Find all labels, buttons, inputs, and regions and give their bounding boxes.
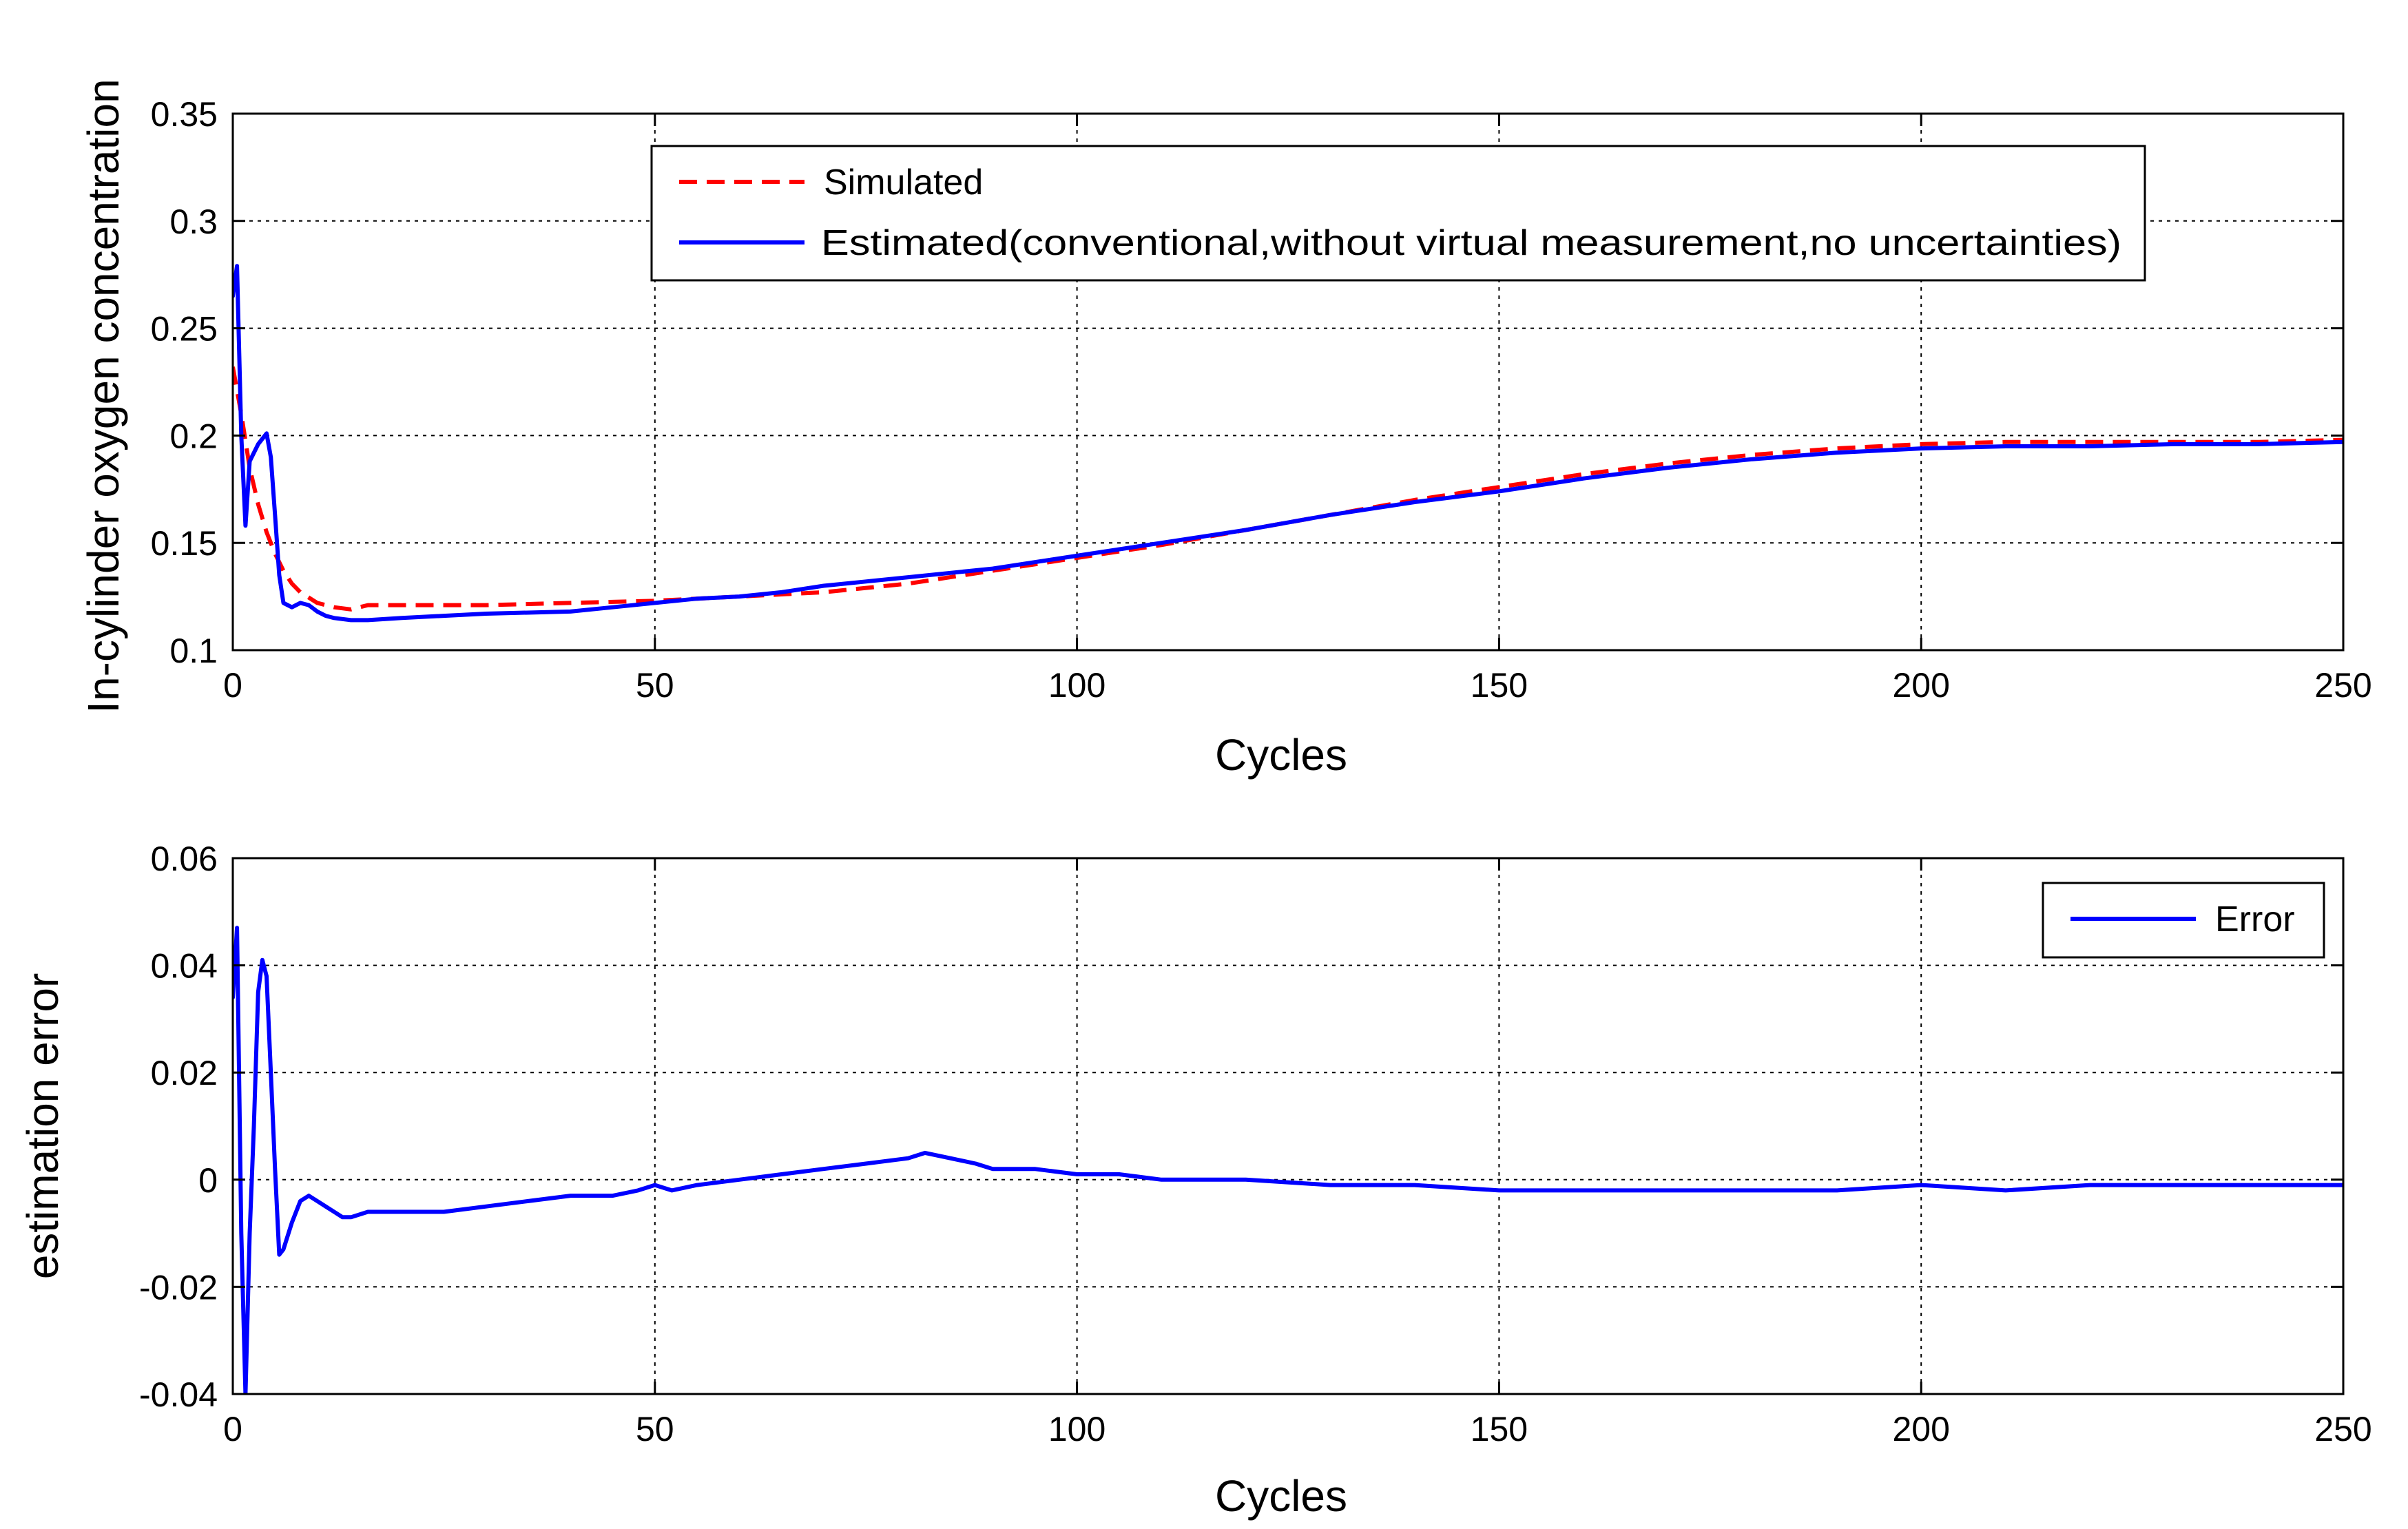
x-tick-label: 100: [1048, 1410, 1106, 1448]
y-tick-label: 0: [198, 1161, 218, 1200]
x-axis-label: Cycles: [1215, 1471, 1347, 1521]
x-tick-label: 50: [636, 666, 674, 705]
y-axis-label: estimation error: [18, 973, 68, 1280]
y-tick-label: 0.15: [151, 524, 218, 563]
legend-label-simulated: Simulated: [824, 163, 983, 202]
y-axis-label: In-cylinder oxygen concentration: [79, 79, 128, 713]
plot-frame: [231, 112, 2345, 652]
chart-estimation-error: 0 50 100 150 200 250 -0.04 -0.02 0 0.02 0.04 0.06 C…: [18, 840, 2372, 1521]
x-tick-label: 200: [1892, 666, 1949, 705]
legend-label-estimated: Estimated(conventional,without virtual m…: [821, 223, 2121, 263]
legend-box: [650, 145, 2146, 282]
legend: Error: [2042, 882, 2325, 959]
y-tick-label: 0.25: [151, 310, 218, 349]
series-line-error: [233, 926, 2343, 1394]
legend-label-error: Error: [2215, 899, 2295, 939]
plot-frame: [231, 857, 2345, 1395]
x-tick-label: 250: [2314, 666, 2371, 705]
y-tick-label: 0.35: [151, 95, 218, 134]
x-tick-label: 100: [1048, 666, 1106, 705]
axis-ticks: 0 50 100 150 200 250 -0.04 -0.02 0 0.02 0.04 0.06: [139, 840, 2372, 1448]
series-layer: [233, 264, 2343, 623]
series-layer: [233, 926, 2343, 1394]
y-tick-label: 0.3: [169, 202, 218, 241]
grid: [233, 858, 2343, 1394]
y-tick-label: -0.04: [139, 1375, 218, 1414]
x-tick-label: 150: [1471, 666, 1528, 705]
plot-area: [233, 858, 2343, 1394]
x-tick-label: 200: [1892, 1410, 1949, 1448]
x-tick-label: 0: [223, 1410, 242, 1448]
y-tick-label: 0.02: [151, 1054, 218, 1092]
chart-oxygen-concentration: 0 50 100 150 200 250 0.1 0.15 0.2 0.25 0.3 0.35 Cyc…: [79, 79, 2372, 780]
y-tick-label: 0.2: [169, 417, 218, 455]
x-tick-label: 250: [2314, 1410, 2371, 1448]
y-tick-label: 0.1: [169, 632, 218, 670]
series-line-estimated: [233, 264, 2343, 623]
x-tick-label: 0: [223, 666, 242, 705]
grid: [233, 114, 2343, 650]
x-tick-label: 150: [1471, 1410, 1528, 1448]
legend: Simulated Estimated(conventional,without…: [650, 145, 2146, 282]
y-tick-label: -0.02: [139, 1268, 218, 1307]
y-tick-label: 0.06: [151, 840, 218, 878]
axis-ticks: 0 50 100 150 200 250 0.1 0.15 0.2 0.25 0.3 0.35: [151, 95, 2372, 705]
y-tick-label: 0.04: [151, 947, 218, 986]
x-tick-label: 50: [636, 1410, 674, 1448]
x-axis-label: Cycles: [1215, 730, 1347, 780]
